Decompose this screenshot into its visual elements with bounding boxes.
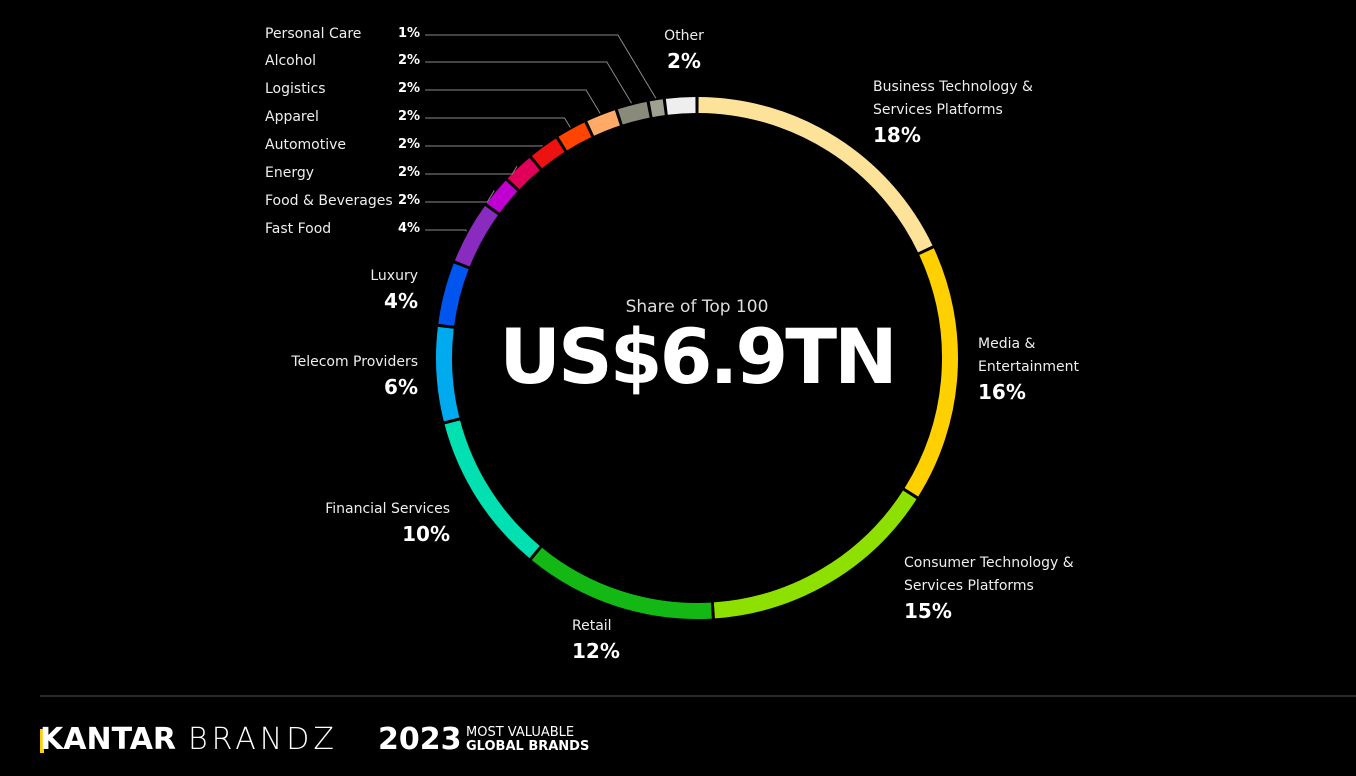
value-label: 2% [398,53,421,68]
value-label: 2% [398,109,421,124]
category-label: Food & Beverages [265,193,393,209]
donut-segment [531,138,565,169]
brand-bold: KANTAR [40,722,177,757]
category-label: Fast Food [265,221,332,237]
donut-segment [904,248,958,497]
category-label: Personal Care [265,26,362,42]
leader-line [425,166,518,175]
donut-segment [531,547,712,619]
tagline: GLOBAL BRANDS [466,739,590,754]
category-label: Energy [265,165,315,181]
value-label: 4% [384,289,418,313]
donut-segment [438,263,469,326]
donut-segment [698,97,933,253]
brand-light: BRANDZ [188,722,338,757]
donut-segment [713,490,917,619]
leader-line [425,89,601,114]
center-value: US$6.9TN [499,312,897,401]
donut-segment [558,122,592,151]
category-label: Logistics [265,81,326,97]
value-label: 2% [398,81,421,96]
value-label: 2% [398,165,421,180]
value-label: 2% [398,193,421,208]
donut-segment [617,101,650,125]
center-caption: Share of Top 100 [625,297,769,317]
category-label: Apparel [265,109,319,125]
brand-accent [40,729,44,753]
value-label: 6% [384,375,418,399]
category-label: Luxury [370,268,418,284]
leader-line [425,229,467,232]
category-label: Business Technology & Services Platforms [873,79,1033,118]
value-label: 16% [978,380,1026,404]
value-label: 10% [402,522,450,546]
leader-line [425,34,657,99]
category-label: Other [664,28,704,44]
category-label: Alcohol [265,53,317,69]
leader-line [425,61,633,104]
tagline: MOST VALUABLE [466,725,575,740]
donut-segment [486,180,518,213]
value-label: 12% [572,639,620,663]
donut-segment [665,97,696,115]
value-label: 1% [398,26,421,41]
leader-line [425,144,543,147]
donut-segment [454,205,499,267]
category-label: Consumer Technology & Services Platforms [904,555,1074,594]
value-label: 4% [398,221,421,236]
value-label: 2% [667,49,701,73]
category-label: Retail [572,618,612,634]
value-label: 18% [873,123,921,147]
value-label: 2% [398,137,421,152]
category-label: Media & Entertainment [978,336,1080,375]
value-label: 15% [904,599,952,623]
leader-line [425,117,571,128]
year: 2023 [378,722,462,757]
category-label: Telecom Providers [291,354,418,370]
donut-segment [587,110,620,136]
category-label: Automotive [265,137,346,153]
category-label: Financial Services [325,501,450,517]
leader-line [425,190,495,203]
donut-segment [436,326,460,422]
donut-segment [507,157,540,190]
donut-segment [444,420,540,559]
donut-segment [649,99,665,118]
